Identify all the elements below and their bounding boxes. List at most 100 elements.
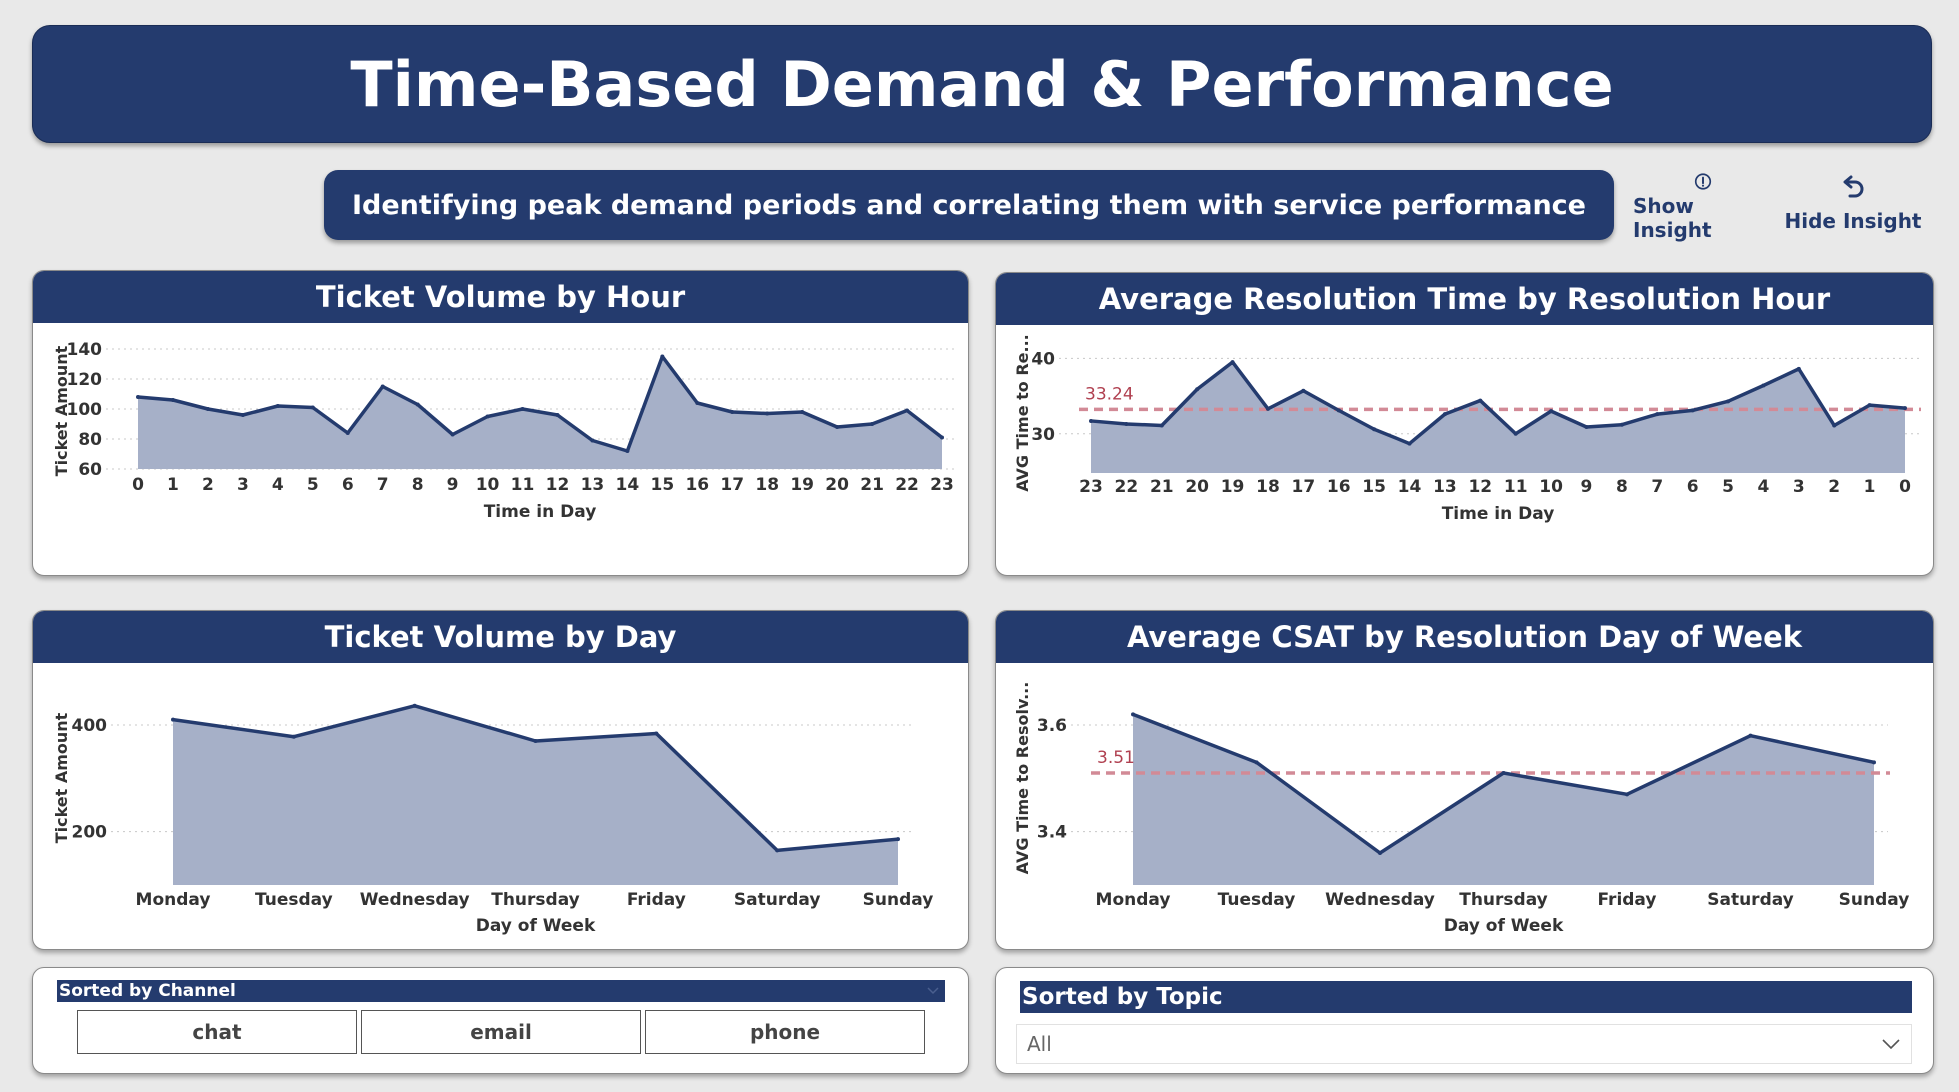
data-point[interactable] — [1655, 412, 1660, 417]
csat-day-chart: 3.4 3.6 3.51 Monday Tuesday Wednesday Thursday… — [1013, 682, 1909, 936]
data-point[interactable] — [660, 354, 665, 359]
data-point[interactable] — [240, 413, 245, 417]
data-point[interactable] — [205, 407, 210, 411]
x-tick-label: 4 — [272, 475, 284, 495]
data-point[interactable] — [905, 408, 910, 413]
channel-option-phone[interactable]: phone — [645, 1010, 925, 1054]
data-point[interactable] — [1761, 383, 1766, 388]
undo-arrow-icon — [1843, 175, 1864, 198]
y-tick-label: 40 — [1031, 349, 1055, 369]
x-tick-label: Saturday — [1707, 890, 1794, 910]
data-point[interactable] — [1230, 360, 1235, 365]
chart-card-hour-volume: Ticket Volume by Hour 60 80 100 120 140 0 1 2 3 4… — [32, 270, 969, 576]
data-point[interactable] — [171, 717, 175, 722]
data-point[interactable] — [415, 402, 420, 407]
data-point[interactable] — [940, 435, 944, 440]
data-point[interactable] — [730, 410, 735, 414]
data-point[interactable] — [590, 438, 595, 443]
data-point[interactable] — [1159, 423, 1164, 428]
x-tick-label: 8 — [412, 475, 424, 495]
data-point[interactable] — [1872, 760, 1876, 765]
x-tick-label: 15 — [1362, 477, 1386, 497]
y-tick-label: 3.4 — [1037, 823, 1067, 843]
data-point[interactable] — [1903, 406, 1907, 411]
data-point[interactable] — [870, 422, 875, 426]
data-point[interactable] — [1796, 366, 1801, 371]
x-tick-label: 22 — [895, 475, 919, 495]
x-tick-label: 19 — [1221, 477, 1245, 497]
x-tick-label: Tuesday — [255, 890, 333, 910]
data-point[interactable] — [695, 401, 700, 405]
data-point[interactable] — [1867, 403, 1872, 408]
channel-option-label: phone — [749, 1020, 821, 1044]
channel-option-email[interactable]: email — [361, 1010, 641, 1054]
data-point[interactable] — [1195, 387, 1200, 392]
data-point[interactable] — [1265, 406, 1270, 411]
y-tick-label: 100 — [67, 400, 103, 420]
x-tick-label: 1 — [1864, 477, 1876, 497]
data-point[interactable] — [765, 411, 770, 416]
data-point[interactable] — [1372, 427, 1377, 432]
data-point[interactable] — [1690, 408, 1695, 413]
data-point[interactable] — [310, 405, 315, 410]
data-point[interactable] — [1301, 388, 1306, 393]
x-tick-label: 9 — [447, 475, 459, 495]
x-tick-label: 4 — [1758, 477, 1770, 497]
data-point[interactable] — [170, 398, 175, 402]
data-point[interactable] — [136, 395, 140, 399]
data-point[interactable] — [1501, 771, 1506, 775]
data-point[interactable] — [1726, 399, 1731, 404]
channel-slicer: Sorted by Channel chat email phone — [32, 967, 969, 1074]
data-point[interactable] — [1378, 851, 1382, 855]
data-point[interactable] — [1254, 760, 1259, 765]
x-tick-label: 0 — [1899, 477, 1911, 497]
data-point[interactable] — [1407, 441, 1412, 446]
data-point[interactable] — [800, 410, 805, 414]
topic-dropdown[interactable]: All — [1016, 1024, 1912, 1064]
y-tick-label: 200 — [72, 823, 108, 843]
hide-insight-button[interactable]: Hide Insight — [1783, 172, 1923, 242]
data-point[interactable] — [520, 407, 525, 411]
x-tick-label: 18 — [1256, 477, 1280, 497]
data-point[interactable] — [450, 432, 455, 437]
data-point[interactable] — [1442, 412, 1447, 417]
data-point[interactable] — [1513, 431, 1518, 436]
data-point[interactable] — [275, 404, 280, 408]
data-point[interactable] — [345, 431, 350, 435]
data-point[interactable] — [555, 413, 560, 417]
y-tick-label: 60 — [78, 460, 102, 480]
x-tick-label: 8 — [1616, 477, 1628, 497]
data-point[interactable] — [1549, 409, 1554, 414]
data-point[interactable] — [1124, 421, 1129, 426]
data-point[interactable] — [412, 703, 417, 708]
x-tick-label: Saturday — [734, 890, 821, 910]
data-point[interactable] — [1478, 398, 1483, 403]
show-insight-button[interactable]: Show Insight — [1633, 172, 1773, 242]
data-point[interactable] — [291, 734, 296, 739]
data-point[interactable] — [1584, 424, 1589, 429]
data-point[interactable] — [1748, 733, 1753, 738]
data-point[interactable] — [835, 425, 840, 429]
data-point[interactable] — [625, 449, 630, 453]
data-point[interactable] — [1832, 423, 1837, 428]
data-point[interactable] — [1131, 712, 1135, 717]
x-tick-label: 20 — [1185, 477, 1209, 497]
channel-option-chat[interactable]: chat — [77, 1010, 357, 1054]
data-point[interactable] — [1089, 418, 1093, 423]
data-point[interactable] — [1619, 422, 1624, 427]
data-point[interactable] — [1625, 792, 1629, 797]
data-point[interactable] — [380, 384, 385, 389]
chevron-down-icon — [927, 987, 939, 995]
data-point[interactable] — [533, 739, 538, 743]
data-point[interactable] — [896, 837, 900, 842]
x-tick-label: 12 — [1468, 477, 1492, 497]
x-axis-label: Day of Week — [476, 916, 596, 936]
data-point[interactable] — [485, 414, 490, 419]
x-tick-label: 17 — [720, 475, 744, 495]
chart-title: Average CSAT by Resolution Day of Week — [996, 611, 1933, 663]
data-point[interactable] — [1336, 408, 1341, 413]
data-point[interactable] — [654, 731, 659, 736]
data-point[interactable] — [775, 848, 780, 853]
info-icon — [1694, 173, 1712, 190]
